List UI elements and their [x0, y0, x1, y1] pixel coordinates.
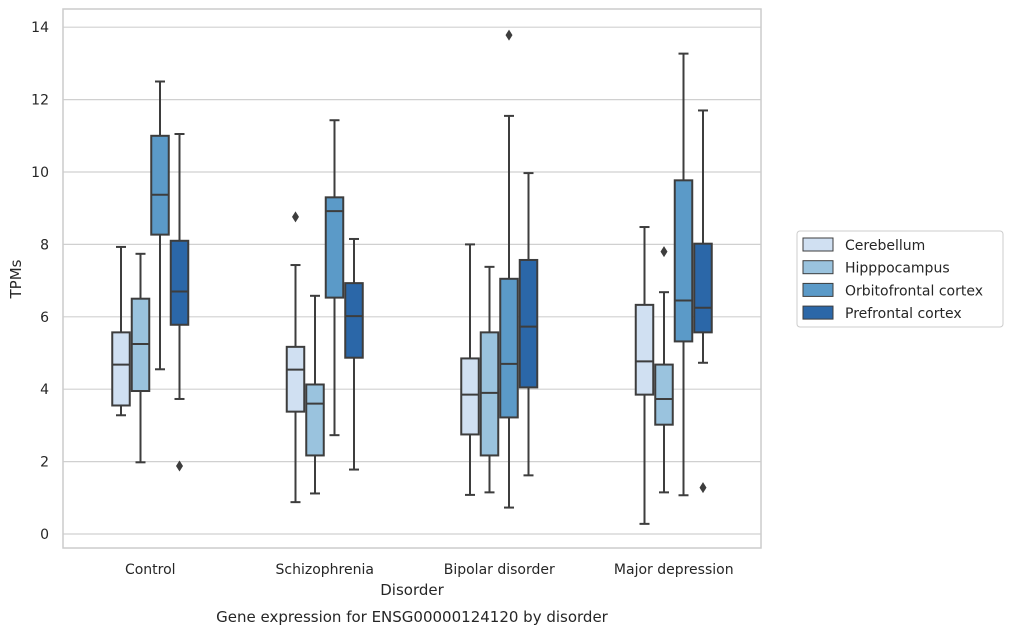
legend: Cerebellum Hipppocampus Orbitofrontal cort… [796, 230, 1004, 328]
box-iqr [285, 345, 306, 413]
box-2-1 [324, 119, 345, 437]
legend-swatch [802, 260, 834, 275]
box-1-3 [654, 246, 674, 494]
box-2-0 [150, 80, 170, 371]
outlier-point [505, 29, 513, 41]
box-iqr [693, 242, 713, 334]
box-1-0 [130, 252, 151, 464]
box-0-0 [111, 245, 131, 417]
box-iqr [150, 134, 170, 236]
box-iqr [518, 258, 539, 389]
box-iqr [654, 363, 674, 426]
outlier-point [176, 460, 183, 472]
legend-swatch [802, 237, 834, 252]
box-iqr [673, 179, 694, 343]
box-iqr [460, 357, 480, 436]
box-iqr [305, 383, 325, 457]
legend-swatch [802, 305, 834, 320]
legend-label: Orbitofrontal cortex [845, 283, 983, 299]
box-iqr [479, 331, 500, 457]
y-axis-label: TPMs [7, 259, 25, 299]
box-3-2 [518, 172, 539, 477]
x-axis-label: Disorder [380, 581, 444, 599]
legend-label: Prefrontal cortex [845, 306, 962, 322]
box-0-2 [460, 243, 480, 496]
y-tick-label: 0 [40, 527, 49, 543]
outlier-point [292, 211, 299, 223]
box-1-1 [305, 294, 325, 495]
legend-frame [796, 230, 1004, 328]
y-tick-label: 4 [40, 382, 49, 398]
legend-label: Hipppocampus [845, 261, 950, 277]
box-3-1 [344, 237, 364, 471]
box-1-2 [479, 265, 500, 494]
box-iqr [344, 282, 364, 359]
y-tick-label: 12 [31, 93, 49, 109]
box-iqr [324, 196, 345, 299]
x-tick-label: Major depression [614, 562, 734, 578]
box-0-3 [634, 226, 655, 525]
box-0-1 [285, 211, 306, 504]
x-tick-label: Schizophrenia [276, 562, 374, 578]
x-tick-labels: Control Schizophrenia Bipolar disorder Majo… [125, 562, 734, 578]
box-iqr [499, 277, 519, 419]
box-2-3 [673, 52, 694, 497]
y-tick-label: 2 [40, 455, 49, 471]
x-tick-label: Bipolar disorder [444, 562, 555, 578]
x-tick-label: Control [125, 562, 176, 578]
y-tick-label: 10 [31, 165, 49, 181]
box-iqr [634, 303, 655, 396]
box-2-2 [499, 29, 519, 509]
figure-caption: Gene expression for ENSG00000124120 by d… [216, 608, 609, 626]
y-tick-label: 6 [40, 310, 49, 326]
plot-frame [62, 8, 762, 549]
y-tick-label: 14 [31, 20, 49, 36]
legend-label: Cerebellum [845, 238, 925, 254]
plot-area-background [63, 9, 761, 548]
box-iqr [111, 331, 131, 407]
box-groups [111, 29, 713, 525]
y-tick-label: 8 [40, 237, 49, 253]
box-iqr [169, 239, 190, 326]
outlier-point [660, 246, 668, 258]
y-tick-labels: 0 2 4 6 8 10 12 14 [31, 20, 49, 543]
box-3-3 [693, 109, 713, 494]
legend-swatch [802, 282, 834, 297]
box-3-0 [169, 132, 190, 472]
outlier-point [699, 482, 707, 494]
